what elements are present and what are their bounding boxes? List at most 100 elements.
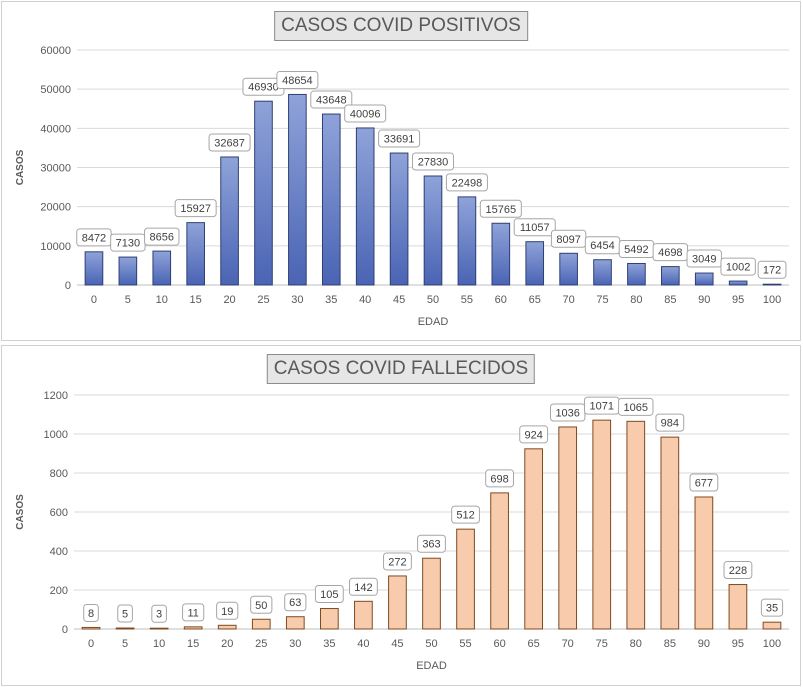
data-label: 7130 [116, 238, 140, 250]
bar [694, 272, 714, 286]
x-tick-label: 60 [493, 638, 505, 650]
x-tick-label: 35 [323, 638, 335, 650]
data-label-box [618, 397, 654, 416]
x-tick-label: 75 [596, 294, 608, 306]
data-label: 4698 [658, 247, 682, 259]
bar [626, 420, 646, 630]
data-label: 172 [763, 265, 781, 277]
x-tick-label: 45 [393, 294, 405, 306]
bar [115, 627, 135, 630]
x-tick-label: 35 [325, 294, 337, 306]
x-tick-label: 25 [257, 294, 269, 306]
x-tick-label: 95 [732, 294, 744, 306]
data-label-box [250, 595, 273, 614]
y-tick-label: 1000 [44, 429, 68, 441]
data-label-box [445, 173, 488, 192]
y-tick-label: 1200 [44, 390, 68, 402]
bar [422, 557, 441, 630]
bar [660, 436, 680, 630]
data-label-box [182, 603, 205, 622]
x-tick-label: 45 [391, 638, 403, 650]
bar [525, 241, 545, 286]
bar [118, 256, 138, 286]
chart-panel-positivos: 0 10000 20000 30000 40000 50000 60000 0 8472 5 713… [1, 1, 801, 341]
bar [423, 175, 443, 286]
data-label: 142 [354, 582, 372, 594]
x-tick-label: 90 [698, 638, 710, 650]
bar [354, 600, 373, 630]
data-label: 1002 [726, 262, 750, 274]
x-tick-label: 0 [91, 294, 97, 306]
data-label: 3 [156, 609, 162, 621]
bar [186, 222, 205, 286]
x-tick-label: 50 [425, 638, 437, 650]
x-tick-label: 80 [630, 638, 642, 650]
bar [254, 100, 273, 286]
x-tick-label: 75 [596, 638, 608, 650]
data-label: 15765 [486, 204, 517, 216]
bar [728, 584, 748, 630]
data-label: 35 [766, 603, 778, 615]
data-label: 50 [255, 600, 267, 612]
data-label: 924 [524, 429, 542, 441]
bar [559, 252, 578, 286]
x-tick-label: 80 [630, 294, 642, 306]
data-label: 105 [320, 589, 338, 601]
bar [762, 283, 782, 286]
bar [457, 196, 477, 286]
y-tick-label: 10000 [40, 241, 71, 253]
data-label: 22498 [452, 177, 483, 189]
bar [389, 152, 409, 286]
bar [524, 448, 543, 630]
data-label-box [349, 577, 378, 596]
data-label-box [117, 604, 133, 623]
bar [320, 608, 339, 630]
y-tick-label: 0 [65, 280, 71, 292]
x-tick-label: 65 [529, 294, 541, 306]
bar [388, 575, 407, 630]
x-tick-label: 0 [88, 638, 94, 650]
x-tick-label: 90 [698, 294, 710, 306]
data-label: 1065 [624, 402, 648, 414]
data-label: 8656 [150, 232, 174, 244]
chart-fallecidos: 0200400600800100012000855103151120192550… [15, 390, 789, 672]
data-label-box [760, 598, 784, 617]
data-label: 272 [388, 556, 406, 568]
data-label-box [513, 218, 556, 237]
data-label: 8 [88, 608, 94, 620]
data-label-box [310, 90, 353, 109]
x-tick-label: 10 [156, 294, 168, 306]
data-label-box [417, 534, 446, 553]
bar [220, 156, 239, 286]
data-label-box [208, 133, 251, 152]
bar [152, 250, 172, 286]
x-tick-label: 20 [223, 294, 235, 306]
bar [762, 621, 782, 630]
data-label-box [451, 505, 480, 524]
bar [490, 492, 509, 630]
data-label: 1036 [555, 407, 579, 419]
data-label-box [412, 152, 454, 171]
data-label: 33691 [384, 134, 415, 146]
bar [81, 626, 101, 630]
data-label: 512 [456, 510, 474, 522]
data-label: 43648 [316, 95, 347, 107]
x-axis-title: EDAD [418, 316, 449, 328]
x-tick-label: 20 [221, 638, 233, 650]
data-label: 698 [490, 473, 508, 485]
bar [592, 419, 612, 630]
x-tick-label: 15 [187, 638, 199, 650]
data-label: 1071 [589, 401, 613, 413]
data-label: 48654 [282, 75, 313, 87]
x-tick-label: 30 [291, 294, 303, 306]
bar [217, 624, 237, 630]
y-tick-label: 60000 [40, 45, 71, 57]
data-label-box [479, 199, 522, 218]
x-tick-label: 40 [357, 638, 369, 650]
x-tick-label: 60 [495, 294, 507, 306]
chart-positivos: 0 10000 20000 30000 40000 50000 60000 0 8472 5 713… [15, 45, 789, 328]
x-tick-label: 55 [461, 294, 473, 306]
data-label-box [144, 227, 180, 246]
data-label-box [383, 552, 412, 571]
x-tick-label: 85 [664, 638, 676, 650]
